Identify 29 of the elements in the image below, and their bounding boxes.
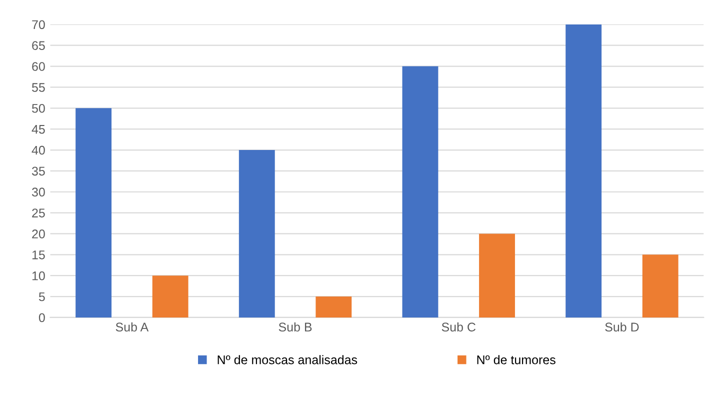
x-tick-label: Sub C <box>442 322 476 332</box>
bar <box>479 234 515 318</box>
x-tick-label: Sub A <box>116 322 149 332</box>
bar <box>316 296 352 318</box>
bar <box>566 24 602 318</box>
bar <box>642 254 678 318</box>
legend-label: Nº de moscas analisadas <box>218 355 358 364</box>
y-tick-label: 10 <box>32 271 45 280</box>
x-tick-label: Sub D <box>605 322 639 332</box>
y-tick-label: 45 <box>32 125 45 134</box>
x-tick-label: Sub B <box>278 322 312 332</box>
y-tick-label: 50 <box>32 104 45 113</box>
legend-label: Nº de tumores <box>477 355 556 364</box>
y-tick-label: 70 <box>32 20 45 30</box>
y-tick-label: 30 <box>32 188 45 197</box>
y-tick-label: 15 <box>32 250 45 260</box>
y-tick-label: 65 <box>32 41 45 50</box>
y-tick-label: 35 <box>32 166 45 176</box>
y-tick-label: 25 <box>32 208 45 218</box>
y-tick-label: 60 <box>32 62 45 71</box>
y-tick-label: 40 <box>32 146 45 155</box>
y-tick-label: 55 <box>32 83 45 92</box>
y-tick-label: 20 <box>32 230 45 238</box>
bar <box>402 66 438 318</box>
y-tick-label: 5 <box>38 292 45 302</box>
bar <box>152 276 188 318</box>
bar <box>76 108 112 318</box>
bar <box>238 150 275 318</box>
y-tick-label: 0 <box>38 313 45 322</box>
